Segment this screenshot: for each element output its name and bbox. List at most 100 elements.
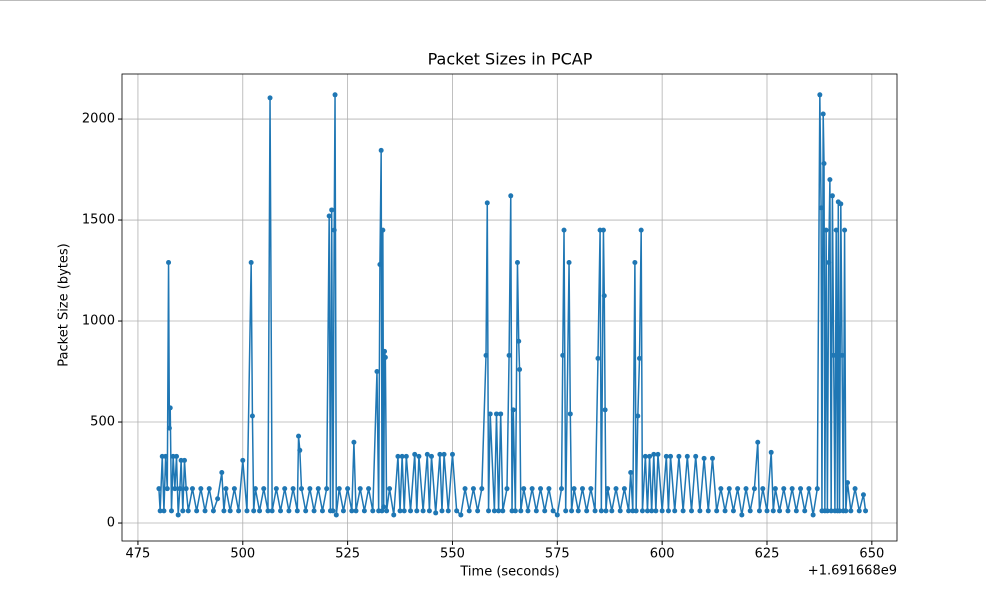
data-point [632,259,638,265]
data-point [617,508,623,514]
data-point [449,451,455,457]
data-point [626,508,632,514]
data-point [374,369,380,375]
data-point [506,352,512,358]
data-point [613,486,619,492]
data-point [837,508,843,514]
x-offset-label: +1.691668e9 [808,564,897,579]
data-point [379,508,385,514]
data-point [818,205,824,211]
plot-frame [121,73,898,542]
data-point [575,508,581,514]
data-point [353,508,359,514]
data-point [483,352,489,358]
data-point [249,413,255,419]
data-point [290,486,296,492]
data-point [437,451,443,457]
chart-title: Packet Sizes in PCAP [428,50,593,69]
data-point [351,439,357,445]
data-point [265,508,271,514]
data-point [307,486,313,492]
data-point [601,293,607,299]
x-tick-label: 575 [545,547,570,562]
data-point [817,92,823,98]
data-point [567,411,573,417]
data-point [349,508,355,514]
data-point [770,508,776,514]
data-point [493,411,499,417]
data-point [600,227,606,233]
data-point [324,486,330,492]
data-point [826,259,832,265]
data-point [810,512,816,518]
data-point [584,508,590,514]
x-tick-label: 500 [230,547,255,562]
data-point [206,486,212,492]
data-point [609,508,615,514]
data-point [380,227,386,233]
data-point [563,508,569,514]
data-point [802,508,808,514]
data-point [739,512,745,518]
data-point [175,512,181,518]
data-point [820,111,826,117]
data-point [550,508,556,514]
data-point [340,508,346,514]
data-point [653,508,659,514]
data-point [252,486,258,492]
data-point [332,92,338,98]
data-point [401,508,407,514]
data-point [605,486,611,492]
data-point [244,508,250,514]
data-point [561,227,567,233]
data-point [714,508,720,514]
data-point [387,486,393,492]
data-point [311,508,317,514]
data-point [167,405,173,411]
data-point [257,508,263,514]
data-point [533,508,539,514]
data-point [183,486,189,492]
data-point [718,486,724,492]
data-point [168,508,174,514]
y-tick-label: 1000 [82,314,115,329]
data-point [157,508,163,514]
data-point [647,453,653,459]
data-point [793,508,799,514]
data-point [705,508,711,514]
data-point [730,508,736,514]
data-point [331,227,337,233]
data-point [221,508,227,514]
data-point [194,508,200,514]
data-point [174,453,180,459]
data-point [223,486,229,492]
data-point [156,486,162,492]
data-point [566,259,572,265]
data-point [180,508,186,514]
data-point [330,508,336,514]
data-point [366,486,372,492]
data-point [755,439,761,445]
data-point [689,508,695,514]
data-point [529,486,535,492]
data-point [487,411,493,417]
data-point [828,508,834,514]
data-point [516,338,522,344]
data-point [172,486,178,492]
data-point [315,486,321,492]
data-point [751,486,757,492]
data-point [735,486,741,492]
data-point [789,486,795,492]
data-point [377,261,383,267]
data-point [458,512,464,518]
data-point [693,453,699,459]
data-point [827,177,833,183]
x-tick-label: 625 [755,547,780,562]
data-point [382,348,388,354]
data-point [852,486,858,492]
data-point [414,508,420,514]
data-point [181,457,187,463]
data-point [659,508,665,514]
data-point [517,367,523,373]
data-point [595,355,601,361]
